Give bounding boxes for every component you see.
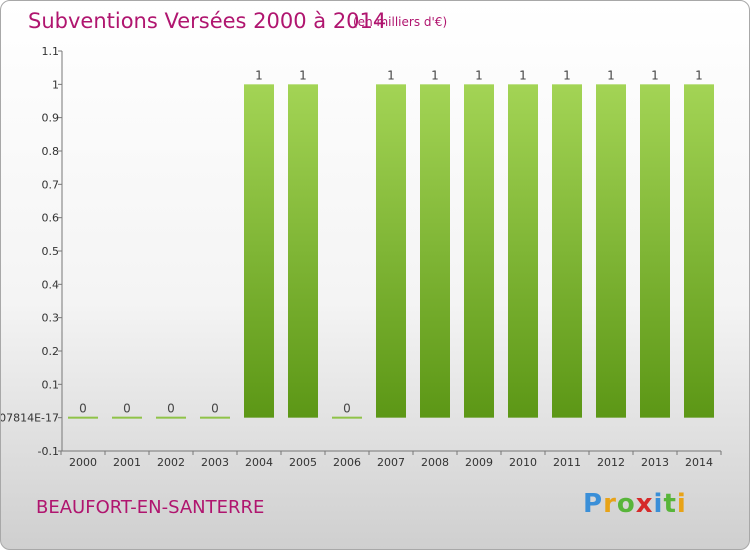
labels: 0 0 0 0 1 1 0 1 1 1 1 1 1 1 1 xyxy=(79,68,703,415)
bar xyxy=(288,84,318,418)
y-tick-label: 1 xyxy=(52,78,59,91)
bars xyxy=(68,84,714,419)
x-tick-label: 2011 xyxy=(553,456,581,469)
bar xyxy=(68,416,98,419)
x-tick-label: 2006 xyxy=(333,456,361,469)
data-label: 1 xyxy=(255,68,263,82)
y-tick-label: 0.8 xyxy=(42,145,60,158)
data-label: 1 xyxy=(431,68,439,82)
x-tick-label: 2004 xyxy=(245,456,273,469)
bar xyxy=(200,416,230,419)
y-tick-label: 0.7 xyxy=(42,178,60,191)
data-label: 1 xyxy=(519,68,527,82)
x-tick-label: 2001 xyxy=(113,456,141,469)
data-label: 1 xyxy=(651,68,659,82)
x-tick-label: 2002 xyxy=(157,456,185,469)
data-label: 0 xyxy=(343,402,351,416)
y-tick-label: 1.3877787807814E-17 xyxy=(1,412,59,425)
data-label: 1 xyxy=(475,68,483,82)
data-label: 0 xyxy=(79,402,87,416)
chart-title: Subventions Versées 2000 à 2014 xyxy=(28,9,387,33)
x-tick-label: 2009 xyxy=(465,456,493,469)
axes: -0.1 1.3877787807814E-17 0.1 0.2 0.3 0.4 0.5 0.… xyxy=(1,45,722,469)
data-label: 1 xyxy=(387,68,395,82)
y-tick-label: -0.1 xyxy=(38,445,59,458)
y-tick-label: 0.2 xyxy=(42,345,60,358)
unit-note: (en milliers d'€) xyxy=(353,15,448,29)
y-tick-label: 0.9 xyxy=(42,112,60,125)
y-tick-label: 0.4 xyxy=(42,278,60,291)
bar xyxy=(332,416,362,419)
bar xyxy=(112,416,142,419)
proxiti-logo: Proxiti xyxy=(583,489,687,519)
bar xyxy=(684,84,714,418)
data-label: 1 xyxy=(695,68,703,82)
commune-name: BEAUFORT-EN-SANTERRE xyxy=(36,497,265,518)
y-tick-label: 0.5 xyxy=(42,245,60,258)
bar xyxy=(376,84,406,418)
x-tick-label: 2010 xyxy=(509,456,537,469)
x-tick-label: 2008 xyxy=(421,456,449,469)
bar xyxy=(552,84,582,418)
bar xyxy=(156,416,186,419)
bar xyxy=(508,84,538,418)
bar xyxy=(464,84,494,418)
bar xyxy=(596,84,626,418)
bar xyxy=(244,84,274,418)
x-tick-label: 2007 xyxy=(377,456,405,469)
x-tick-label: 2005 xyxy=(289,456,317,469)
x-tick-label: 2012 xyxy=(597,456,625,469)
data-label: 0 xyxy=(123,402,131,416)
data-label: 0 xyxy=(211,402,219,416)
y-tick-label: 1.1 xyxy=(42,45,60,58)
x-tick-label: 2013 xyxy=(641,456,669,469)
data-label: 0 xyxy=(167,402,175,416)
x-tick-label: 2000 xyxy=(69,456,97,469)
data-label: 1 xyxy=(563,68,571,82)
x-tick-label: 2003 xyxy=(201,456,229,469)
data-label: 1 xyxy=(299,68,307,82)
x-tick-label: 2014 xyxy=(685,456,713,469)
y-tick-label: 0.3 xyxy=(42,312,60,325)
bar xyxy=(420,84,450,418)
data-label: 1 xyxy=(607,68,615,82)
bar xyxy=(640,84,670,418)
y-tick-label: 0.1 xyxy=(42,378,60,391)
y-tick-label: 0.6 xyxy=(42,212,60,225)
